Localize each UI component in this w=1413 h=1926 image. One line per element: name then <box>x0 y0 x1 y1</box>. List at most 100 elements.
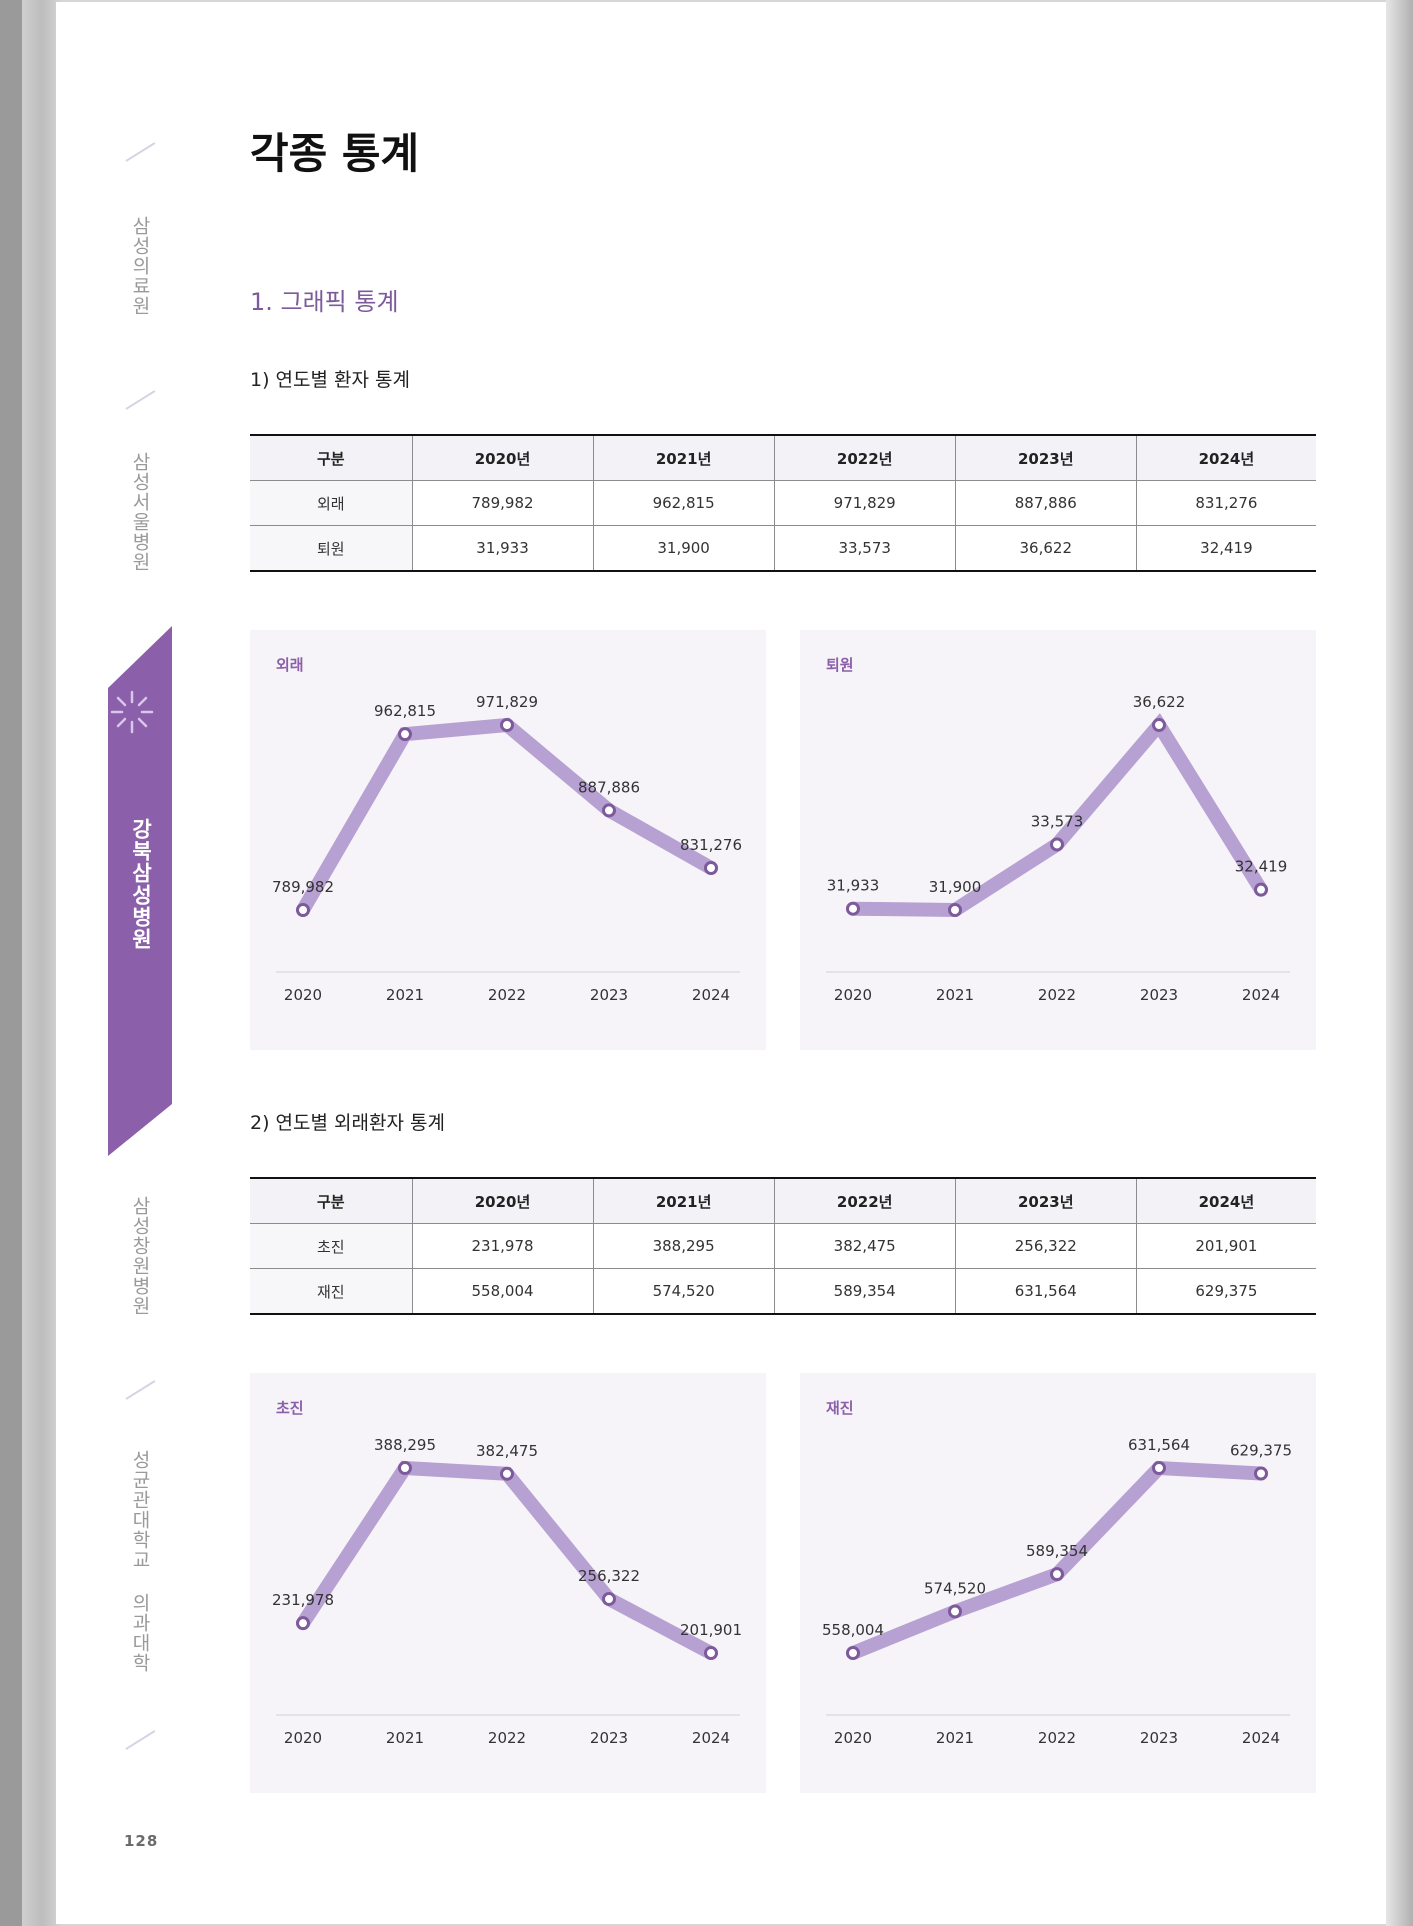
table-cell: 201,901 <box>1136 1223 1316 1269</box>
page-title: 각종 통계 <box>250 129 420 178</box>
table-header: 2020년 <box>412 435 594 481</box>
table-header: 2024년 <box>1136 1178 1316 1224</box>
patient-stats-table: 구분 2020년 2021년 2022년 2023년 2024년 외래 789,… <box>250 434 1316 572</box>
data-point <box>500 1466 514 1481</box>
data-point <box>704 860 718 875</box>
table-cell: 31,933 <box>412 525 594 571</box>
table-cell: 574,520 <box>593 1268 775 1314</box>
table-cell: 382,475 <box>774 1223 956 1269</box>
data-label: 971,829 <box>476 693 538 711</box>
x-tick-label: 2024 <box>692 1729 730 1747</box>
data-point <box>398 727 412 742</box>
table-cell: 971,829 <box>774 480 956 526</box>
subsection-title-patients: 1) 연도별 환자 통계 <box>250 369 410 391</box>
x-tick-label: 2023 <box>590 1729 628 1747</box>
data-point <box>500 718 514 732</box>
data-point <box>948 903 962 917</box>
table-cell: 256,322 <box>955 1223 1137 1269</box>
x-tick-label: 2021 <box>936 986 974 1004</box>
sparkle-icon <box>110 690 154 734</box>
x-tick-label: 2022 <box>1038 1729 1076 1747</box>
data-label: 201,901 <box>680 1621 742 1639</box>
data-point <box>1050 1567 1064 1582</box>
page-edge <box>1386 0 1413 1926</box>
data-point <box>602 1591 616 1606</box>
data-point <box>846 901 860 916</box>
sidebar-item-samsung-medical-center[interactable]: 삼성의료원 <box>129 216 151 316</box>
data-point <box>602 803 616 818</box>
chart-title: 퇴원 <box>826 656 854 674</box>
data-label: 382,475 <box>476 1442 538 1460</box>
line-chart-svg: 789,982 2020 962,815 2021 971,829 2022 887,886… <box>272 693 742 1004</box>
table-cell: 558,004 <box>412 1268 594 1314</box>
table-cell: 831,276 <box>1136 480 1316 526</box>
data-label: 31,900 <box>929 878 982 896</box>
table-header: 2024년 <box>1136 435 1316 481</box>
subsection-title-outpatients: 2) 연도별 외래환자 통계 <box>250 1112 445 1134</box>
row-label: 퇴원 <box>250 525 413 571</box>
table-header: 2022년 <box>774 1178 956 1224</box>
data-point <box>1050 837 1064 852</box>
row-label: 재진 <box>250 1268 413 1314</box>
outpatient-stats-table: 구분 2020년 2021년 2022년 2023년 2024년 초진 231,… <box>250 1177 1316 1315</box>
table-cell: 589,354 <box>774 1268 956 1314</box>
data-point <box>1254 1466 1268 1481</box>
sidebar-item-skku-medicine[interactable]: 성균관대학교 의과대학 <box>129 1450 151 1673</box>
x-tick-label: 2024 <box>1242 986 1280 1004</box>
line-chart-svg: 558,004 2020 574,520 2021 589,354 2022 631,564… <box>822 1436 1292 1747</box>
table-row: 외래 789,982 962,815 971,829 887,886 831,2… <box>250 480 1316 526</box>
data-label: 789,982 <box>272 878 334 896</box>
x-tick-label: 2022 <box>488 1729 526 1747</box>
data-label: 962,815 <box>374 702 436 720</box>
table-cell: 36,622 <box>955 525 1137 571</box>
table-row: 재진 558,004 574,520 589,354 631,564 629,3… <box>250 1268 1316 1314</box>
data-label: 231,978 <box>272 1591 334 1609</box>
x-tick-label: 2023 <box>1140 986 1178 1004</box>
data-point <box>846 1646 860 1660</box>
data-label: 558,004 <box>822 1621 884 1639</box>
data-label: 629,375 <box>1230 1442 1292 1460</box>
table-cell: 629,375 <box>1195 1282 1258 1300</box>
table-header: 구분 <box>250 435 413 481</box>
sidebar-item-samsung-seoul-hospital[interactable]: 삼성서울병원 <box>129 452 151 572</box>
x-tick-label: 2021 <box>936 1729 974 1747</box>
x-tick-label: 2020 <box>834 1729 872 1747</box>
row-label: 초진 <box>250 1223 413 1269</box>
data-label: 631,564 <box>1128 1436 1190 1454</box>
data-label: 887,886 <box>578 778 640 796</box>
chart-discharge: 퇴원 31,933 2020 31,900 2021 33,573 2022 36,622 2… <box>800 630 1316 1050</box>
sidebar-item-kangbuk-samsung-hospital[interactable]: 강북삼성병원 <box>129 818 153 950</box>
table-header: 2020년 <box>412 1178 594 1224</box>
data-point <box>398 1461 412 1475</box>
data-label: 36,622 <box>1133 693 1186 711</box>
table-cell: 887,886 <box>955 480 1137 526</box>
data-point <box>1152 718 1166 732</box>
x-tick-label: 2020 <box>284 986 322 1004</box>
data-label: 256,322 <box>578 1567 640 1585</box>
table-header: 구분 <box>250 1178 413 1224</box>
x-tick-label: 2020 <box>284 1729 322 1747</box>
data-label: 589,354 <box>1026 1542 1088 1560</box>
data-label: 831,276 <box>680 836 742 854</box>
sidebar-active-tab[interactable] <box>108 626 172 1156</box>
table-cell: 31,900 <box>593 525 775 571</box>
x-tick-label: 2022 <box>488 986 526 1004</box>
chart-revisit: 재진 558,004 2020 574,520 2021 589,354 2022 631,… <box>800 1373 1316 1793</box>
chart-outpatient: 외래 789,982 2020 962,815 2021 971,829 2022 887,… <box>250 630 766 1050</box>
table-cell: 33,573 <box>774 525 956 571</box>
table-header: 2023년 <box>955 435 1137 481</box>
line-chart-svg: 231,978 2020 388,295 2021 382,475 2022 256,322… <box>272 1436 742 1747</box>
table-cell: 231,978 <box>412 1223 594 1269</box>
x-tick-label: 2024 <box>1242 1729 1280 1747</box>
series-line <box>296 1460 718 1660</box>
x-tick-label: 2021 <box>386 1729 424 1747</box>
table-header: 2022년 <box>774 435 956 481</box>
table-header: 2023년 <box>955 1178 1137 1224</box>
table-header: 2021년 <box>593 435 775 481</box>
x-tick-label: 2023 <box>1140 1729 1178 1747</box>
chart-title: 재진 <box>826 1399 854 1417</box>
line-chart-svg: 31,933 2020 31,900 2021 33,573 2022 36,622 2023… <box>826 693 1290 1004</box>
sidebar-item-samsung-changwon-hospital[interactable]: 삼성창원병원 <box>129 1196 151 1316</box>
table-header: 2021년 <box>593 1178 775 1224</box>
table-cell: 962,815 <box>593 480 775 526</box>
